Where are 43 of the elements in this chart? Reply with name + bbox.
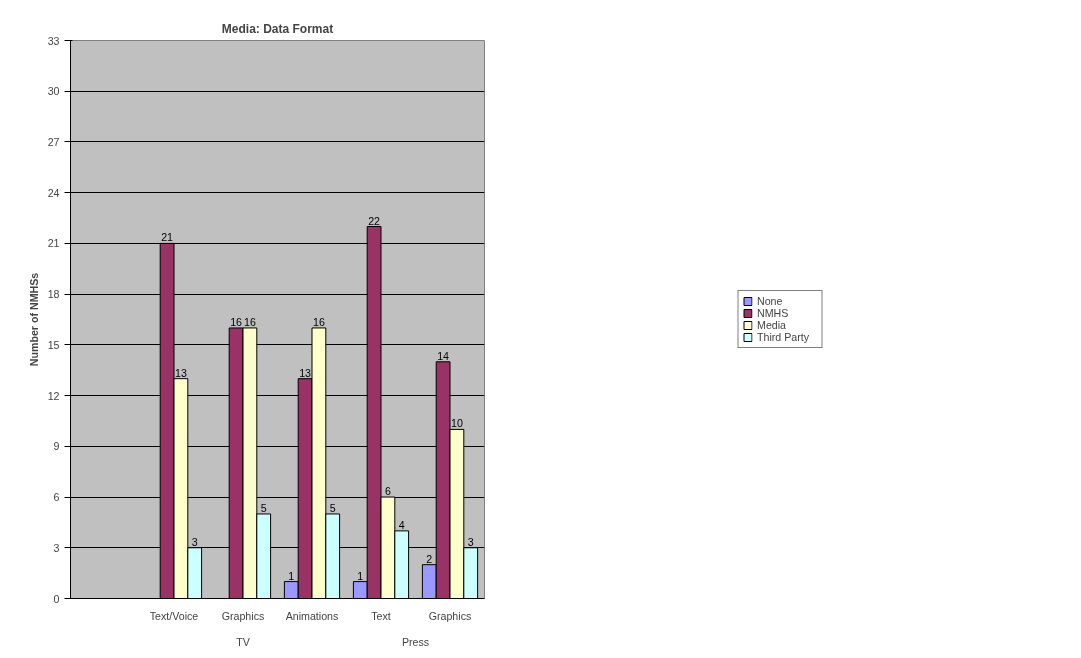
legend-label: NMHS <box>757 307 790 319</box>
text: TV <box>236 635 251 648</box>
x-tick-label: Graphics <box>428 609 472 622</box>
data-label: 10 <box>450 417 463 430</box>
y-tick-label: 30 <box>47 85 60 98</box>
data-label: 16 <box>230 315 243 328</box>
data-label: 5 <box>260 501 267 514</box>
y-tick-label: 24 <box>47 186 60 199</box>
data-label: 16 <box>243 315 256 328</box>
data-label: 14 <box>437 349 450 362</box>
data-label: 22 <box>368 214 381 227</box>
data-label: 6 <box>384 485 391 498</box>
x-tick-label: Animations <box>285 609 339 622</box>
y-tick-label: 0 <box>53 592 60 605</box>
y-axis-title: Number of NMHSs <box>27 272 40 367</box>
data-label: 3 <box>467 535 474 548</box>
y-tick-label: 6 <box>53 491 60 504</box>
data-label: 13 <box>174 366 187 379</box>
y-tick-label: 27 <box>47 135 60 148</box>
data-label: 5 <box>329 501 336 514</box>
y-tick-label: 12 <box>47 389 60 402</box>
legend-label: None <box>757 295 784 307</box>
legend-label: Media <box>757 319 788 331</box>
y-tick-label: 3 <box>53 541 60 554</box>
data-label: 1 <box>288 569 295 582</box>
data-label: 3 <box>191 535 198 548</box>
y-tick-label: 9 <box>53 440 60 453</box>
y-tick-label: 21 <box>47 237 60 250</box>
data-label: 1 <box>357 569 364 582</box>
y-tick-label: 15 <box>47 338 60 351</box>
chart-title: Media: Data Format <box>221 21 334 36</box>
text: Press <box>401 635 430 648</box>
y-tick-label: 33 <box>47 34 60 47</box>
x-tick-label: Text/Voice <box>149 609 199 622</box>
data-label: 4 <box>398 518 405 531</box>
x-tick-label: Text <box>371 609 391 622</box>
data-label: 2 <box>426 552 433 565</box>
x-tick-label: Graphics <box>221 609 265 622</box>
data-label: 16 <box>312 315 325 328</box>
y-tick-label: 18 <box>47 288 60 301</box>
legend-label: Third Party <box>757 331 811 343</box>
data-label: 21 <box>161 231 174 244</box>
data-label: 13 <box>299 366 312 379</box>
